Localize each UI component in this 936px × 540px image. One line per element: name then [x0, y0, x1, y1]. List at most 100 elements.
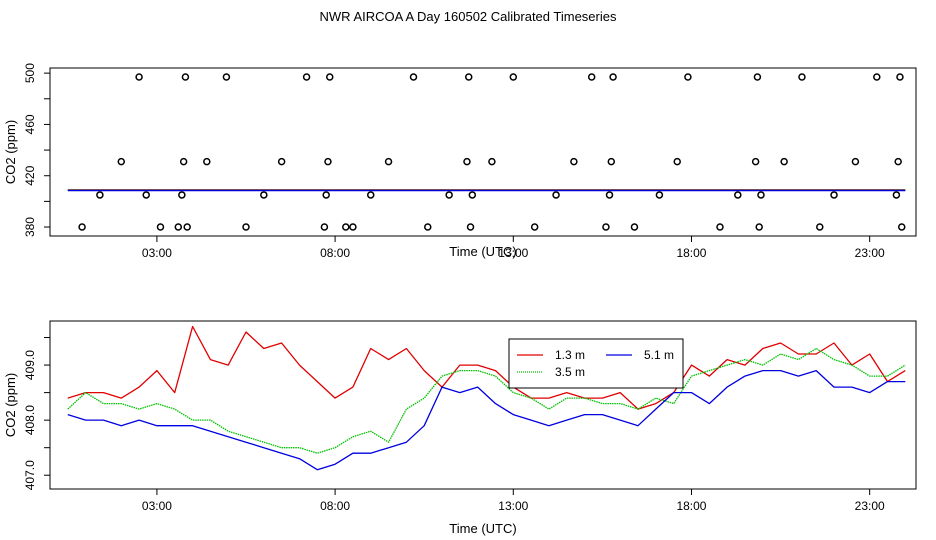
calibration-point: [320, 223, 329, 231]
calibration-point: [755, 223, 763, 231]
calibration-point: [751, 157, 760, 166]
calibration-point: [322, 191, 330, 199]
bottom-x-axis: 03:00 08:00 13:00 18:00 23:00: [142, 489, 885, 513]
calibration-point: [342, 223, 350, 231]
calibration-point: [424, 223, 432, 231]
top-calibration-points: [78, 73, 906, 231]
calibration-point: [468, 191, 477, 199]
top-series-lines: [67, 189, 906, 192]
calibration-point: [156, 223, 165, 231]
calibration-point: [96, 191, 104, 199]
bottom-series-lines: [67, 325, 906, 471]
calibration-point: [78, 223, 86, 231]
top-x-axis-title: Time (UTC): [449, 244, 516, 259]
top-y-tick-label: 380: [23, 217, 37, 237]
calibration-point: [174, 223, 183, 231]
top-plot-frame: [49, 67, 917, 237]
top-y-tick-label: 500: [23, 63, 37, 83]
legend-label-1-3m: 1.3 m: [555, 348, 585, 362]
bottom-x-tick-label: 18:00: [676, 499, 706, 513]
top-y-axis: 380 420 460 500: [23, 63, 50, 237]
calibration-point: [816, 223, 824, 231]
bottom-x-axis-title: Time (UTC): [449, 521, 516, 536]
calibration-point: [183, 223, 191, 231]
series-line-1-3m: [67, 325, 906, 410]
calibration-point: [896, 73, 904, 81]
calibration-point: [324, 157, 332, 166]
calibration-point: [445, 191, 453, 199]
calibration-point: [873, 73, 881, 81]
series-line-5-1m: [67, 369, 906, 471]
calibration-point: [135, 73, 143, 81]
top-y-axis-title: CO2 (ppm): [3, 120, 18, 184]
top-x-tick-label: 08:00: [320, 246, 350, 260]
calibration-point: [851, 157, 860, 166]
calibration-point: [757, 191, 765, 199]
bottom-x-tick-label: 13:00: [498, 499, 528, 513]
calibration-point: [366, 191, 375, 199]
calibration-point: [673, 157, 681, 166]
calibration-point: [609, 73, 617, 81]
calibration-point: [179, 157, 188, 166]
legend-label-3-5m: 3.5 m: [555, 365, 585, 379]
calibration-point: [894, 157, 902, 166]
bottom-plot-frame: [49, 320, 917, 490]
calibration-point: [463, 157, 471, 166]
legend: 1.3 m 3.5 m 5.1 m: [508, 338, 684, 389]
calibration-point: [655, 191, 664, 199]
legend-box: [508, 338, 684, 389]
top-x-tick-label: 18:00: [676, 246, 706, 260]
calibration-point: [530, 223, 539, 231]
calibration-point: [181, 73, 190, 81]
calibration-point: [753, 73, 762, 81]
calibration-point: [142, 191, 150, 199]
calibration-point: [892, 191, 901, 199]
bottom-x-tick-label: 03:00: [142, 499, 172, 513]
calibration-point: [466, 223, 475, 231]
bottom-y-tick-label: 409.0: [23, 350, 37, 380]
calibration-point: [630, 223, 639, 231]
top-y-tick-label: 420: [23, 165, 37, 185]
calibration-point: [605, 191, 614, 199]
calibration-point: [734, 191, 742, 199]
calibration-point: [780, 157, 788, 166]
calibration-point: [798, 73, 806, 81]
top-panel: 03:00 08:00 13:00 18:00 23:00 380 420 460 500 T…: [3, 63, 917, 260]
calibration-point: [570, 157, 578, 166]
calibration-point: [277, 157, 286, 166]
calibration-point: [897, 223, 906, 231]
legend-label-5-1m: 5.1 m: [644, 348, 674, 362]
calibration-point: [509, 73, 518, 81]
top-x-tick-label: 13:00: [498, 246, 528, 260]
calibration-point: [349, 223, 357, 231]
calibration-point: [242, 223, 250, 231]
bottom-x-tick-label: 08:00: [320, 499, 350, 513]
calibration-point: [384, 157, 393, 166]
calibration-point: [464, 73, 473, 81]
top-x-tick-label: 23:00: [855, 246, 885, 260]
series-line-3-5m: [67, 347, 906, 454]
calibration-point: [488, 157, 496, 166]
calibration-point: [178, 191, 186, 199]
top-y-tick-label: 460: [23, 114, 37, 134]
bottom-y-axis: 407.0 408.0 409.0: [23, 337, 50, 490]
calibration-point: [830, 191, 838, 199]
calibration-point: [117, 157, 126, 166]
calibration-point: [602, 223, 610, 231]
calibration-point: [684, 73, 692, 81]
page-title: NWR AIRCOA A Day 160502 Calibrated Times…: [319, 9, 617, 24]
bottom-x-tick-label: 23:00: [855, 499, 885, 513]
calibration-point: [222, 73, 231, 81]
bottom-y-axis-title: CO2 (ppm): [3, 373, 18, 437]
bottom-y-tick-label: 408.0: [23, 405, 37, 435]
top-x-axis: 03:00 08:00 13:00 18:00 23:00: [142, 236, 885, 260]
calibration-point: [302, 73, 311, 81]
calibration-point: [607, 157, 616, 166]
calibration-point: [587, 73, 596, 81]
calibration-point: [552, 191, 560, 199]
bottom-panel: 03:00 08:00 13:00 18:00 23:00 407.0 408.0 409.…: [3, 320, 917, 536]
calibration-point: [260, 191, 268, 199]
calibration-point: [203, 157, 211, 166]
bottom-y-tick-label: 407.0: [23, 460, 37, 490]
